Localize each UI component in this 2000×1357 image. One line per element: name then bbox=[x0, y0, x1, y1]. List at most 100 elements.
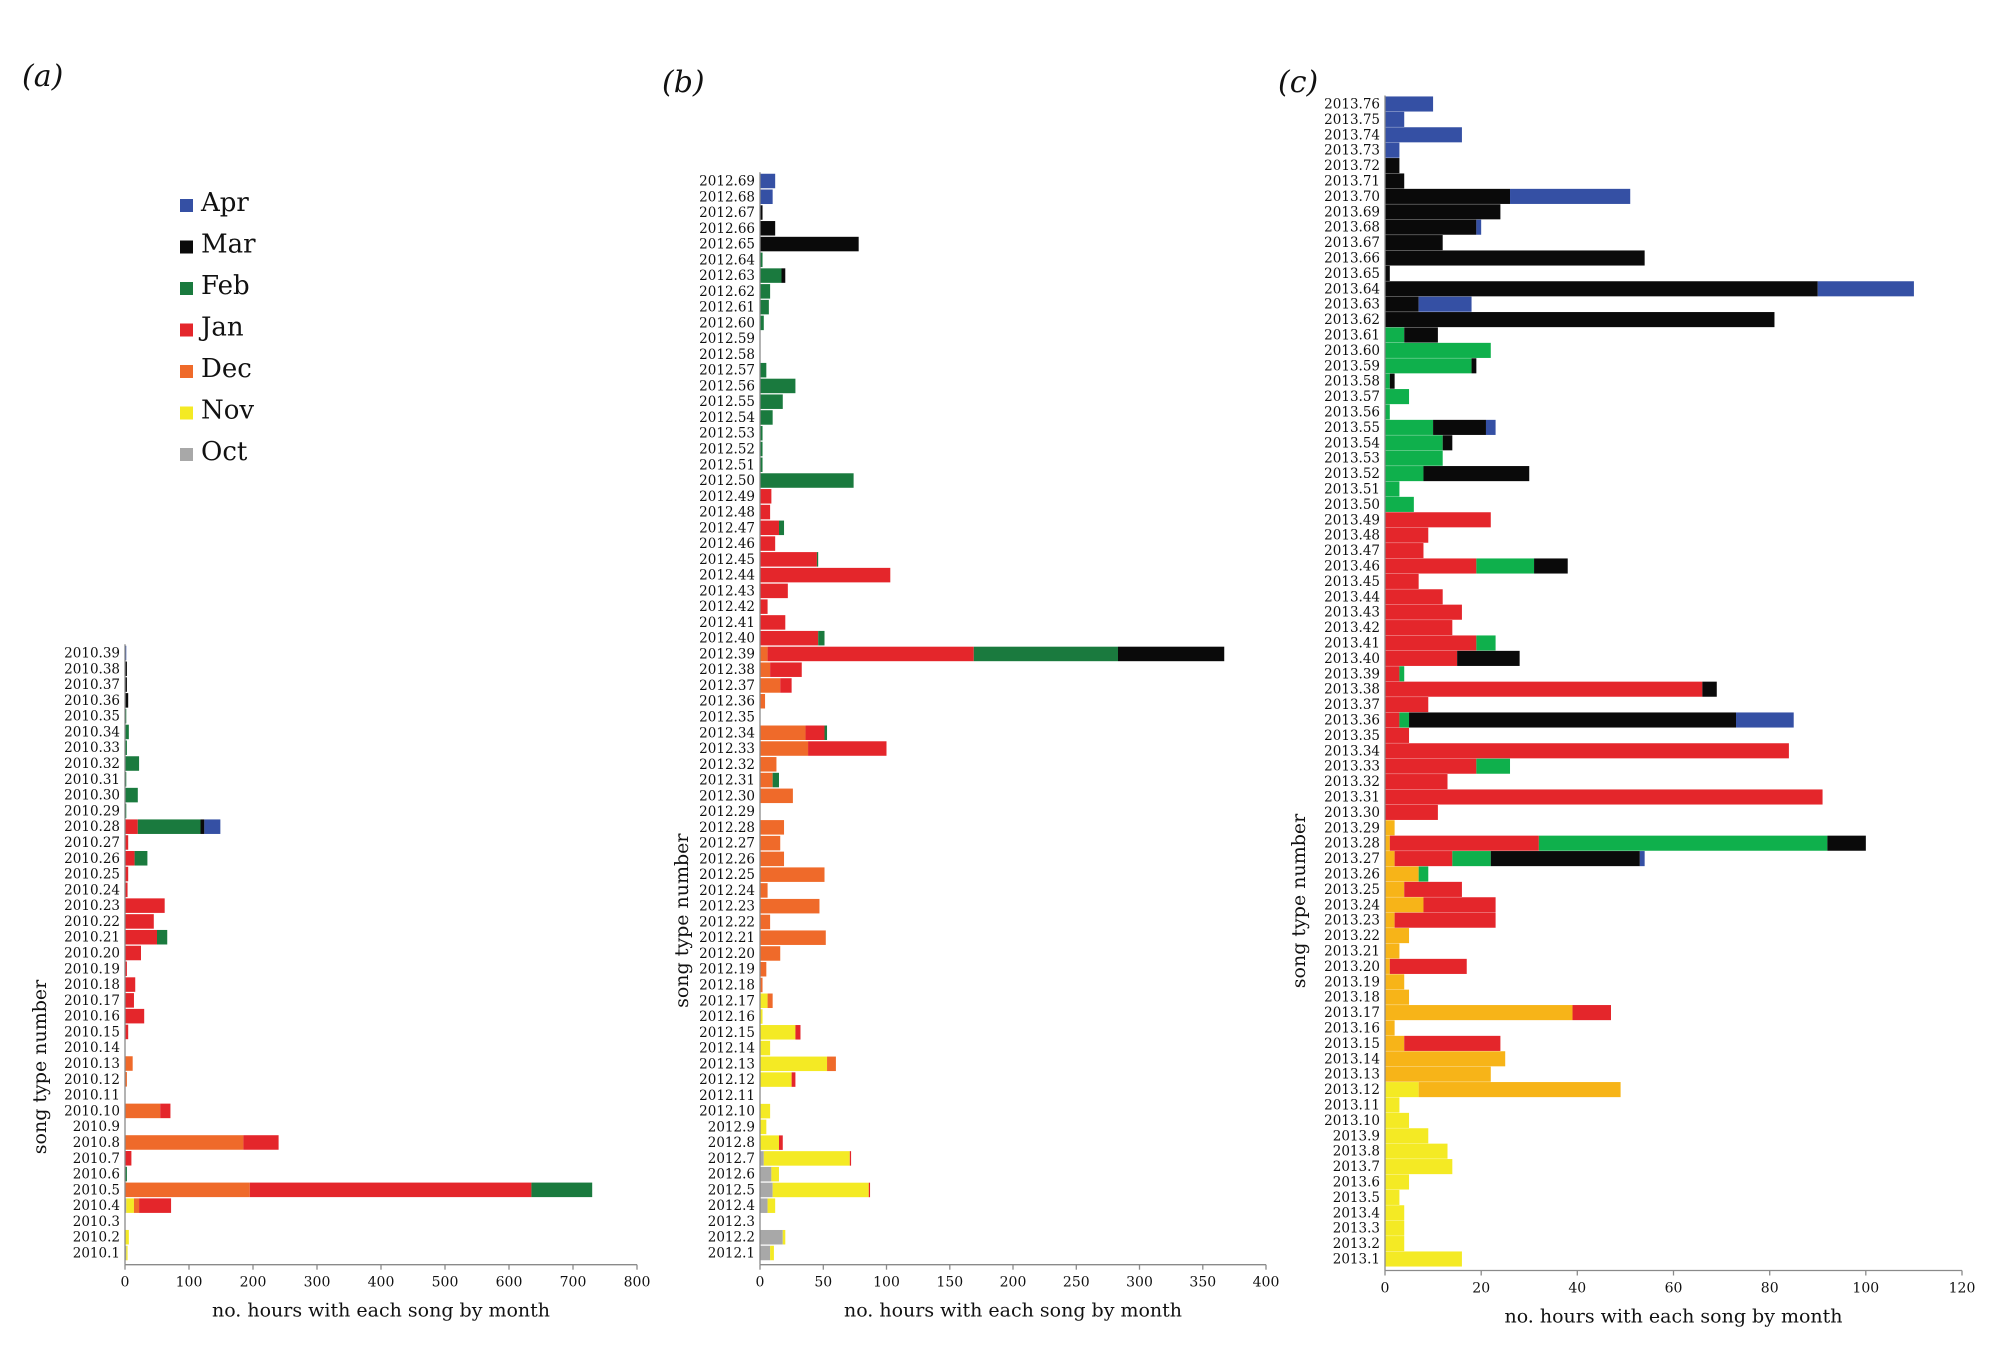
panel-b-bar-2012-40-feb bbox=[818, 630, 825, 646]
panel-b-bar-2012-20-dec bbox=[760, 946, 781, 961]
panel-a-bar-2010-4-dec bbox=[133, 1198, 140, 1213]
panel-a-bar-2010-5-dec bbox=[125, 1182, 250, 1198]
panel-b-ytick-label: 2012.17 bbox=[699, 993, 755, 1009]
panel-b-ytick-label: 2012.18 bbox=[699, 978, 755, 994]
panel-b-ytick-label: 2012.45 bbox=[699, 552, 755, 568]
panel-c-bar-2013-28-mar bbox=[1827, 835, 1866, 851]
panel-b-ytick-label: 2012.8 bbox=[708, 1135, 755, 1151]
panel-c-xtick-label: 120 bbox=[1949, 1281, 1976, 1297]
panel-b-ytick-label: 2012.30 bbox=[699, 788, 755, 804]
panel-a-bar-2010-38-mar bbox=[125, 661, 127, 677]
panel-b-ytick-label: 2012.42 bbox=[699, 599, 755, 615]
panel-b-bar-2012-27-dec bbox=[760, 835, 781, 851]
panel-b-bar-2012-5-jan bbox=[868, 1182, 871, 1198]
panel-c-bar-2013-21-dec bbox=[1385, 943, 1400, 959]
panel-c-bar-2013-44-jan bbox=[1385, 589, 1443, 605]
panel-c-xtick-label: 100 bbox=[1852, 1281, 1879, 1297]
panel-a-y-axis-title: song type number bbox=[29, 979, 51, 1154]
panel-a-ytick-label: 2010.32 bbox=[64, 756, 120, 772]
panel-c-bar-2013-41-feb bbox=[1476, 635, 1496, 651]
panel-c-ytick-label: 2013.34 bbox=[1324, 743, 1380, 759]
panel-b-ytick-label: 2012.56 bbox=[699, 378, 755, 394]
panel-b-ytick-label: 2012.40 bbox=[699, 631, 755, 647]
panel-c-bar-2013-63-mar bbox=[1385, 296, 1419, 312]
panel-c-xtick-label: 40 bbox=[1568, 1281, 1586, 1297]
panel-c-ytick-label: 2013.9 bbox=[1333, 1128, 1380, 1144]
panel-a-ytick-label: 2010.8 bbox=[73, 1135, 120, 1151]
panel-c-x-axis-title: no. hours with each song by month bbox=[1504, 1306, 1842, 1328]
panel-c-bar-2013-40-mar bbox=[1457, 650, 1520, 666]
panel-c-bar-2013-64-mar bbox=[1385, 281, 1818, 297]
panel-a-bar-2010-2-nov bbox=[125, 1229, 129, 1245]
panel-c-ytick-label: 2013.35 bbox=[1324, 728, 1380, 744]
panel-c-bar-2013-73-apr bbox=[1385, 142, 1400, 158]
panel-b-bar-2012-61-feb bbox=[760, 299, 769, 315]
panel-b-bar-2012-9-nov bbox=[760, 1119, 767, 1135]
panel-c-bar-2013-39-feb bbox=[1399, 666, 1405, 682]
panel-b-ytick-label: 2012.51 bbox=[699, 457, 755, 473]
panel-b-bar-2012-39-mar bbox=[1117, 646, 1225, 662]
panel-c-bar-2013-68-mar bbox=[1385, 219, 1477, 235]
panel-b-bar-2012-54-feb bbox=[760, 410, 773, 425]
panel-b-bar-2012-47-jan bbox=[760, 520, 779, 536]
panel-a-ytick-label: 2010.3 bbox=[73, 1214, 120, 1230]
panel-b-bar-2012-34-jan bbox=[805, 725, 825, 741]
legend-swatch-feb bbox=[180, 282, 193, 295]
panel-c-ytick-label: 2013.44 bbox=[1324, 589, 1380, 605]
legend-swatch-nov bbox=[180, 406, 193, 420]
panel-b-ytick-label: 2012.5 bbox=[708, 1182, 755, 1198]
panel-c-ytick-label: 2013.29 bbox=[1324, 820, 1380, 836]
panel-c-ytick-label: 2013.58 bbox=[1324, 374, 1380, 390]
panel-a-xtick-label: 500 bbox=[432, 1275, 459, 1291]
panel-c-bar-2013-25-jan bbox=[1404, 881, 1462, 897]
panel-c-bar-2013-58-feb bbox=[1385, 373, 1390, 389]
panel-c-ytick-label: 2013.18 bbox=[1324, 990, 1380, 1006]
panel-c-ytick-label: 2013.50 bbox=[1324, 497, 1380, 513]
panel-b-bar-2012-7-oct bbox=[760, 1151, 764, 1166]
panel-a-ytick-label: 2010.12 bbox=[64, 1072, 120, 1088]
panel-a-xtick-label: 0 bbox=[121, 1275, 130, 1291]
panel-a-bar-2010-28-jan bbox=[125, 819, 138, 834]
panel-b-xtick-label: 250 bbox=[1063, 1275, 1090, 1291]
panel-b-ytick-label: 2012.19 bbox=[699, 962, 755, 978]
panel-b-ytick-label: 2012.69 bbox=[699, 174, 755, 190]
legend-label-mar: Mar bbox=[201, 230, 256, 260]
legend-label-feb: Feb bbox=[201, 271, 250, 301]
panel-b-bar-2012-50-feb bbox=[760, 473, 854, 488]
panel-c-ytick-label: 2013.53 bbox=[1324, 451, 1380, 467]
panel-b-bar-2012-12-nov bbox=[760, 1072, 792, 1087]
panel-b-xtick-label: 50 bbox=[814, 1275, 832, 1291]
panel-a-ytick-label: 2010.15 bbox=[64, 1024, 120, 1040]
panel-c-xtick-label: 80 bbox=[1761, 1281, 1779, 1297]
panel-c-bar-2013-36-mar bbox=[1409, 712, 1737, 728]
panel-c-bar-2013-5-nov bbox=[1385, 1189, 1400, 1205]
panel-c-bar-2013-31-jan bbox=[1385, 789, 1823, 805]
panel-a-ytick-label: 2010.10 bbox=[64, 1103, 120, 1119]
panel-c-bar-2013-33-feb bbox=[1476, 758, 1511, 774]
panel-c-bar-2013-6-nov bbox=[1385, 1174, 1410, 1190]
panel-b-ytick-label: 2012.60 bbox=[699, 315, 755, 331]
panel-c-ytick-label: 2013.66 bbox=[1324, 251, 1380, 267]
panel-b-ytick-label: 2012.27 bbox=[699, 836, 755, 852]
panel-c-ytick-label: 2013.2 bbox=[1333, 1236, 1380, 1252]
panel-c-ytick-label: 2013.65 bbox=[1324, 266, 1380, 282]
panel-a-ytick-label: 2010.17 bbox=[64, 993, 120, 1009]
panel-b-ytick-label: 2012.55 bbox=[699, 394, 755, 410]
panel-c-bar-2013-46-mar bbox=[1534, 558, 1568, 574]
panel-a-xtick-label: 700 bbox=[560, 1275, 587, 1291]
panel-c-bar-2013-71-mar bbox=[1385, 173, 1405, 189]
panel-a-bar-2010-27-jan bbox=[125, 835, 129, 850]
panel-b-bar-2012-42-jan bbox=[760, 599, 768, 614]
panel-b-bar-2012-31-dec bbox=[760, 772, 773, 788]
panel-c-ytick-label: 2013.57 bbox=[1324, 389, 1380, 405]
panel-c-ytick-label: 2013.67 bbox=[1324, 235, 1380, 251]
panel-a-bar-2010-6-feb bbox=[125, 1166, 127, 1182]
panel-b-label: (b) bbox=[662, 65, 705, 100]
panel-c-bar-2013-63-apr bbox=[1418, 296, 1472, 312]
legend-label-nov: Nov bbox=[201, 396, 254, 426]
panel-c-bar-2013-36-jan bbox=[1385, 712, 1400, 728]
panel-b-bar-2012-15-nov bbox=[760, 1025, 796, 1040]
panel-a-bar-2010-33-feb bbox=[125, 740, 127, 755]
panel-a-bar-2010-15-jan bbox=[125, 1024, 129, 1040]
